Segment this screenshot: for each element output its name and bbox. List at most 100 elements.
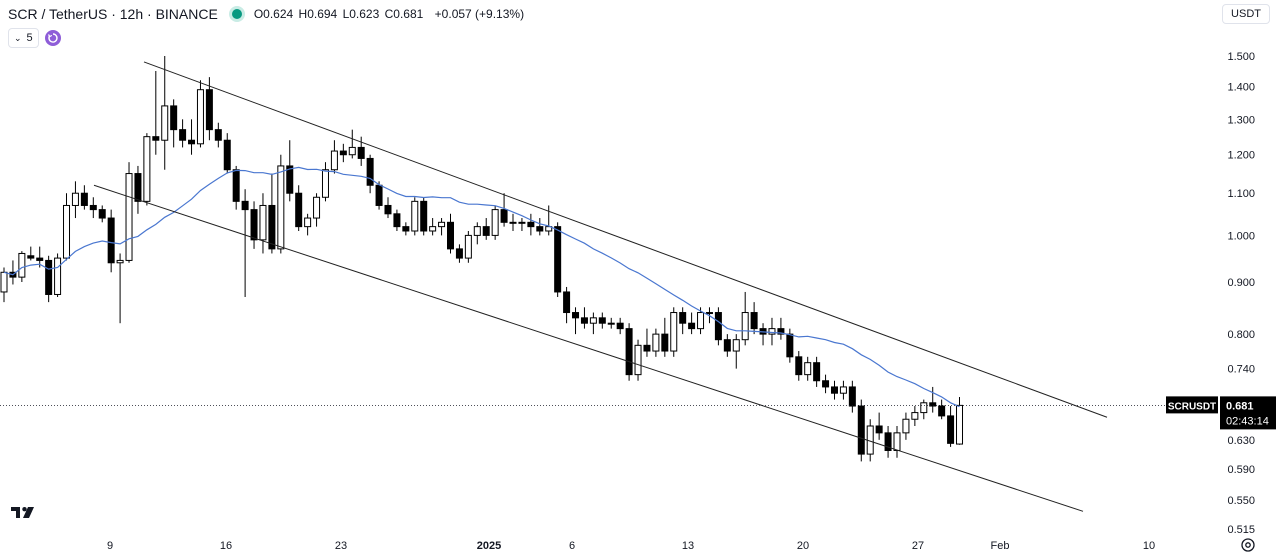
moving-average-line	[3, 166, 960, 408]
candle-body	[232, 169, 240, 202]
candle	[911, 406, 919, 426]
candle	[572, 307, 580, 335]
candle-body	[482, 226, 490, 236]
currency-selector[interactable]: USDT	[1222, 4, 1270, 24]
candle	[777, 317, 785, 340]
price-tick-label: 1.400	[1227, 82, 1255, 94]
candle	[438, 218, 446, 236]
price-tick-label: 0.515	[1227, 524, 1255, 536]
price-tick-label: 0.590	[1227, 464, 1255, 476]
time-axis[interactable]: 9 16 23 2025 6 13 20 27 Feb 10	[107, 540, 1155, 552]
change-value: +0.057 (+9.13%)	[434, 7, 525, 21]
candle-body	[268, 204, 276, 250]
candle-body	[509, 221, 517, 224]
candle-body	[286, 165, 294, 194]
candle	[313, 193, 321, 227]
candle	[625, 323, 633, 381]
time-tick-label: 16	[220, 540, 232, 552]
candle	[196, 80, 204, 148]
symbol-title[interactable]: SCR / TetherUS · 12h · BINANCE	[8, 6, 218, 22]
candle	[420, 197, 428, 236]
tradingview-logo[interactable]	[10, 504, 40, 527]
candle-body	[259, 204, 267, 241]
candle-body	[625, 328, 633, 376]
candle	[804, 356, 812, 381]
symbol-header: SCR / TetherUS · 12h · BINANCE O0.624 H0…	[8, 4, 526, 24]
candle-body	[830, 386, 838, 394]
candle	[714, 307, 722, 346]
candle-body	[536, 226, 544, 232]
candle-body	[714, 312, 722, 341]
candle	[884, 425, 892, 458]
sync-icon[interactable]	[44, 30, 61, 46]
candle	[18, 251, 26, 283]
candle-body	[777, 328, 785, 335]
indicator-row: ⌄ 5	[8, 28, 61, 48]
candle-body	[607, 322, 615, 325]
price-tick-label: 0.740	[1227, 364, 1255, 376]
candle	[500, 193, 508, 227]
price-tick-label: 1.100	[1227, 188, 1255, 200]
candle	[759, 323, 767, 346]
candle-body	[18, 252, 26, 278]
candle	[27, 246, 35, 261]
candle	[732, 334, 740, 369]
candle-body	[179, 129, 187, 141]
candle	[509, 213, 517, 231]
time-tick-label: 20	[797, 540, 809, 552]
candle-body	[125, 173, 133, 261]
candle	[205, 77, 213, 141]
candle	[670, 307, 678, 357]
candle	[321, 162, 329, 202]
candle-body	[196, 89, 204, 145]
candle	[170, 99, 178, 148]
candle-body	[527, 221, 535, 228]
candle-body	[768, 328, 776, 335]
price-axis[interactable]: 1.500 1.400 1.300 1.200 1.100 1.000 0.900 0.800…	[1227, 51, 1255, 536]
candle-body	[643, 344, 651, 352]
candle	[652, 328, 660, 357]
candle-body	[348, 146, 356, 156]
candle-body	[839, 386, 847, 394]
candle-body	[45, 259, 53, 295]
candle	[830, 380, 838, 400]
candle	[822, 374, 830, 394]
candle-body	[929, 402, 937, 407]
candle	[241, 189, 249, 298]
candle	[580, 307, 588, 329]
candle	[616, 317, 624, 335]
candle	[518, 218, 526, 231]
candle-body	[402, 226, 410, 232]
candle	[545, 205, 553, 236]
candle	[607, 317, 615, 329]
candle	[411, 197, 419, 236]
candle-body	[741, 312, 749, 341]
indicators-toggle-button[interactable]: ⌄ 5	[8, 28, 39, 48]
candle-body	[241, 200, 249, 211]
candle-body	[911, 412, 919, 420]
candle-body	[143, 136, 151, 202]
candle	[697, 307, 705, 335]
time-tick-label: Feb	[991, 540, 1010, 552]
candles-layer	[0, 56, 964, 462]
candle-body	[0, 271, 8, 293]
candle	[482, 218, 490, 240]
candle	[902, 412, 910, 440]
price-tick-label: 0.800	[1227, 329, 1255, 341]
candle	[161, 56, 169, 170]
candle	[116, 253, 124, 324]
candle	[268, 173, 276, 254]
settings-icon[interactable]	[1241, 538, 1255, 552]
candle-body	[500, 209, 508, 223]
candle	[223, 133, 231, 174]
time-tick-label: 10	[1143, 540, 1155, 552]
symbol-tag-bg	[1166, 396, 1218, 414]
candle	[661, 317, 669, 357]
candle	[455, 244, 463, 263]
market-status-icon	[231, 9, 242, 19]
candle	[563, 286, 571, 324]
candle-body	[679, 312, 687, 324]
channel-layer	[93, 61, 1108, 512]
candle	[45, 255, 53, 303]
